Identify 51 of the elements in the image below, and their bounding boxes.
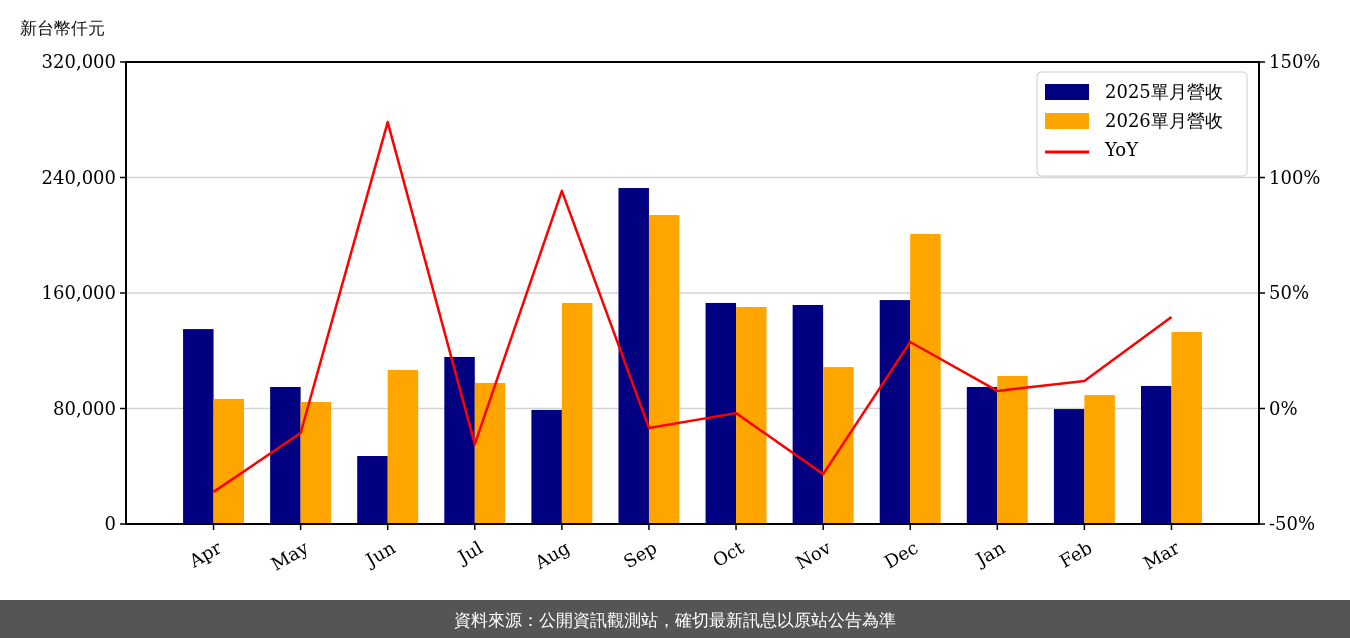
source-note: 資料來源：公開資訊觀測站，確切最新訊息以原站公告為準 [454,609,896,630]
x-tick-label: Apr [184,536,226,572]
x-tick-label: Jul [452,536,487,569]
bar [705,302,737,524]
bar [966,386,998,524]
legend-label: 2025單月營收 [1105,81,1223,103]
y-tick-label: 0 [104,513,116,535]
y2-tick-label: 150% [1269,51,1321,73]
y-tick-label: 320,000 [41,51,116,73]
legend-label: YoY [1104,139,1140,161]
bar [736,307,767,524]
bar [879,300,911,524]
bar [997,376,1028,524]
bar [300,402,332,524]
bar [213,398,245,524]
bar [1084,395,1115,524]
x-tick-label: Jun [360,536,400,572]
x-tick-label: May [267,536,313,575]
bar [1171,331,1202,524]
bar [357,456,388,524]
bar [618,188,649,524]
y2-tick-label: 100% [1269,166,1321,188]
bar [792,304,824,524]
bar [1053,409,1085,524]
bar [561,302,593,524]
bar [270,386,301,524]
bar [531,409,562,524]
x-tick-label: Dec [880,536,922,573]
bar [1140,385,1172,524]
legend-label: 2026單月營收 [1105,110,1223,132]
y-axis-title: 新台幣仟元 [20,18,105,38]
bar [444,356,475,524]
x-tick-label: Sep [619,536,661,573]
y-tick-label: 80,000 [53,397,116,419]
x-tick-label: Jan [970,536,1009,571]
y2-tick-label: 50% [1269,282,1310,304]
bar [183,329,214,524]
bar [648,215,680,524]
bar [910,233,941,524]
x-tick-label: Aug [530,536,574,574]
x-tick-label: Nov [791,536,835,574]
y2-tick-label: 0% [1269,397,1298,419]
y2-tick-label: -50% [1269,513,1316,535]
bar [474,382,506,524]
y-tick-label: 240,000 [41,166,116,188]
bar [387,369,419,524]
x-tick-label: Feb [1055,536,1096,572]
x-tick-label: Oct [708,536,748,571]
bar [823,367,854,524]
y-tick-label: 160,000 [41,282,116,304]
x-tick-label: Mar [1139,536,1183,574]
